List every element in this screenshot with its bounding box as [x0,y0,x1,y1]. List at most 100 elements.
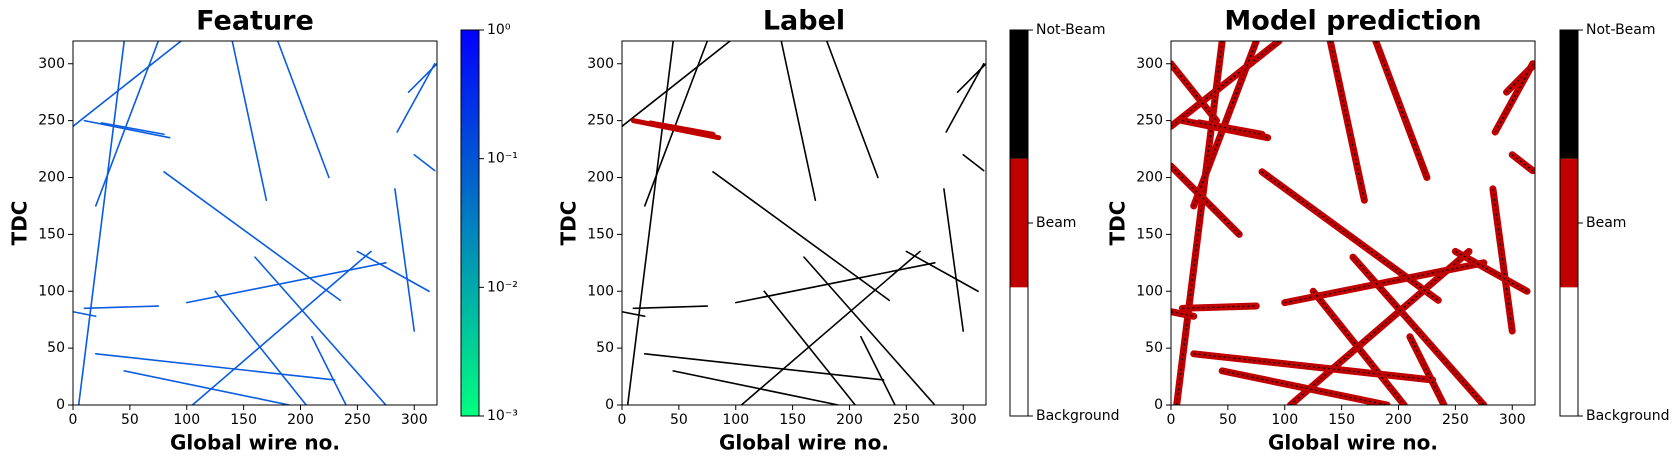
y-axis-label: TDC [8,201,32,246]
colorbar-tick-label: Beam [1036,215,1076,231]
x-tick-label: 100 [173,412,200,428]
heatmap [73,41,437,405]
y-tick-label: 300 [1136,56,1163,72]
track [413,153,436,172]
track-edge [1222,370,1388,405]
track [254,256,387,405]
y-tick-label: 200 [587,170,614,186]
y-tick-label: 250 [587,113,614,129]
colorbar-segment [1010,287,1028,416]
track-edge [1312,290,1405,405]
colorbar-tick-label: Background [1036,408,1120,424]
y-tick-label: 100 [38,283,65,299]
track [825,41,879,179]
track [163,171,342,302]
heatmap [1171,41,1535,405]
track [780,41,817,202]
colorbar [461,30,479,416]
track-edge [1511,154,1534,172]
track [672,370,839,405]
track-edge [1193,353,1433,381]
plot-frame [621,40,987,406]
y-tick-label: 300 [587,56,614,72]
track [1171,41,1283,130]
track [231,41,268,202]
track [943,188,965,332]
x-tick-label: 300 [950,412,977,428]
track [945,62,985,133]
plot-frame [72,40,438,406]
track [73,41,182,128]
y-tick-label: 50 [1145,340,1163,356]
track-edge [1375,41,1428,178]
track [643,41,709,207]
y-tick-label: 0 [56,397,65,413]
track [77,41,125,405]
x-tick-label: 100 [1271,412,1298,428]
track [740,250,921,405]
y-tick-label: 50 [596,340,614,356]
x-tick-label: 300 [401,412,428,428]
y-tick-label: 100 [587,283,614,299]
y-axis-label: TDC [1106,201,1130,246]
y-axis-label: TDC [557,201,581,246]
plot-frame [1170,40,1536,406]
chart-title: Model prediction [1224,6,1481,37]
colorbar-tick-label: Not-Beam [1036,22,1106,38]
y-tick-label: 200 [1136,170,1163,186]
track-edge [1284,262,1484,304]
track-edge [1492,188,1513,332]
x-tick-label: 50 [1219,412,1237,428]
y-tick-label: 150 [587,226,614,242]
plot-area [73,41,437,405]
track [191,250,372,405]
colorbar-tick-label: 10⁰ [487,22,511,38]
x-tick-label: 200 [836,412,863,428]
colorbar-segment [1560,287,1578,416]
x-axis-label: Global wire no. [1268,431,1438,455]
chart-title: Feature [196,6,314,37]
x-axis-label: Global wire no. [170,431,340,455]
track [962,153,985,172]
track [73,310,97,318]
track-edge [1261,171,1439,301]
track [276,41,330,179]
track [632,305,709,310]
y-tick-label: 0 [1154,397,1163,413]
x-tick-label: 50 [121,412,139,428]
x-tick-label: 200 [1385,412,1412,428]
y-tick-label: 250 [1136,113,1163,129]
track [123,370,290,405]
track [643,353,885,381]
y-tick-label: 100 [1136,283,1163,299]
x-tick-label: 150 [230,412,257,428]
x-tick-label: 50 [670,412,688,428]
y-tick-label: 150 [1136,226,1163,242]
y-tick-label: 250 [38,113,65,129]
track [1491,60,1535,136]
track-edge [1171,311,1194,317]
track-edge [1290,250,1470,405]
x-tick-label: 0 [618,412,627,428]
plot-area [622,41,986,405]
colorbar-tick-label: 10⁻¹ [487,151,518,167]
track [647,120,716,137]
x-tick-label: 250 [344,412,371,428]
track [803,256,936,405]
x-axis-label: Global wire no. [719,431,889,455]
track-edge [1171,63,1217,121]
heatmap [622,41,986,405]
track [94,41,160,207]
track [1190,41,1260,210]
track [83,119,171,139]
track [622,41,731,128]
track-edge [1506,63,1535,93]
x-tick-label: 250 [1442,412,1469,428]
track-edge [1182,305,1257,309]
track [712,171,891,302]
track [905,250,979,293]
track-edge [1176,41,1223,405]
track [83,305,160,310]
track [394,188,416,332]
track [860,335,896,405]
